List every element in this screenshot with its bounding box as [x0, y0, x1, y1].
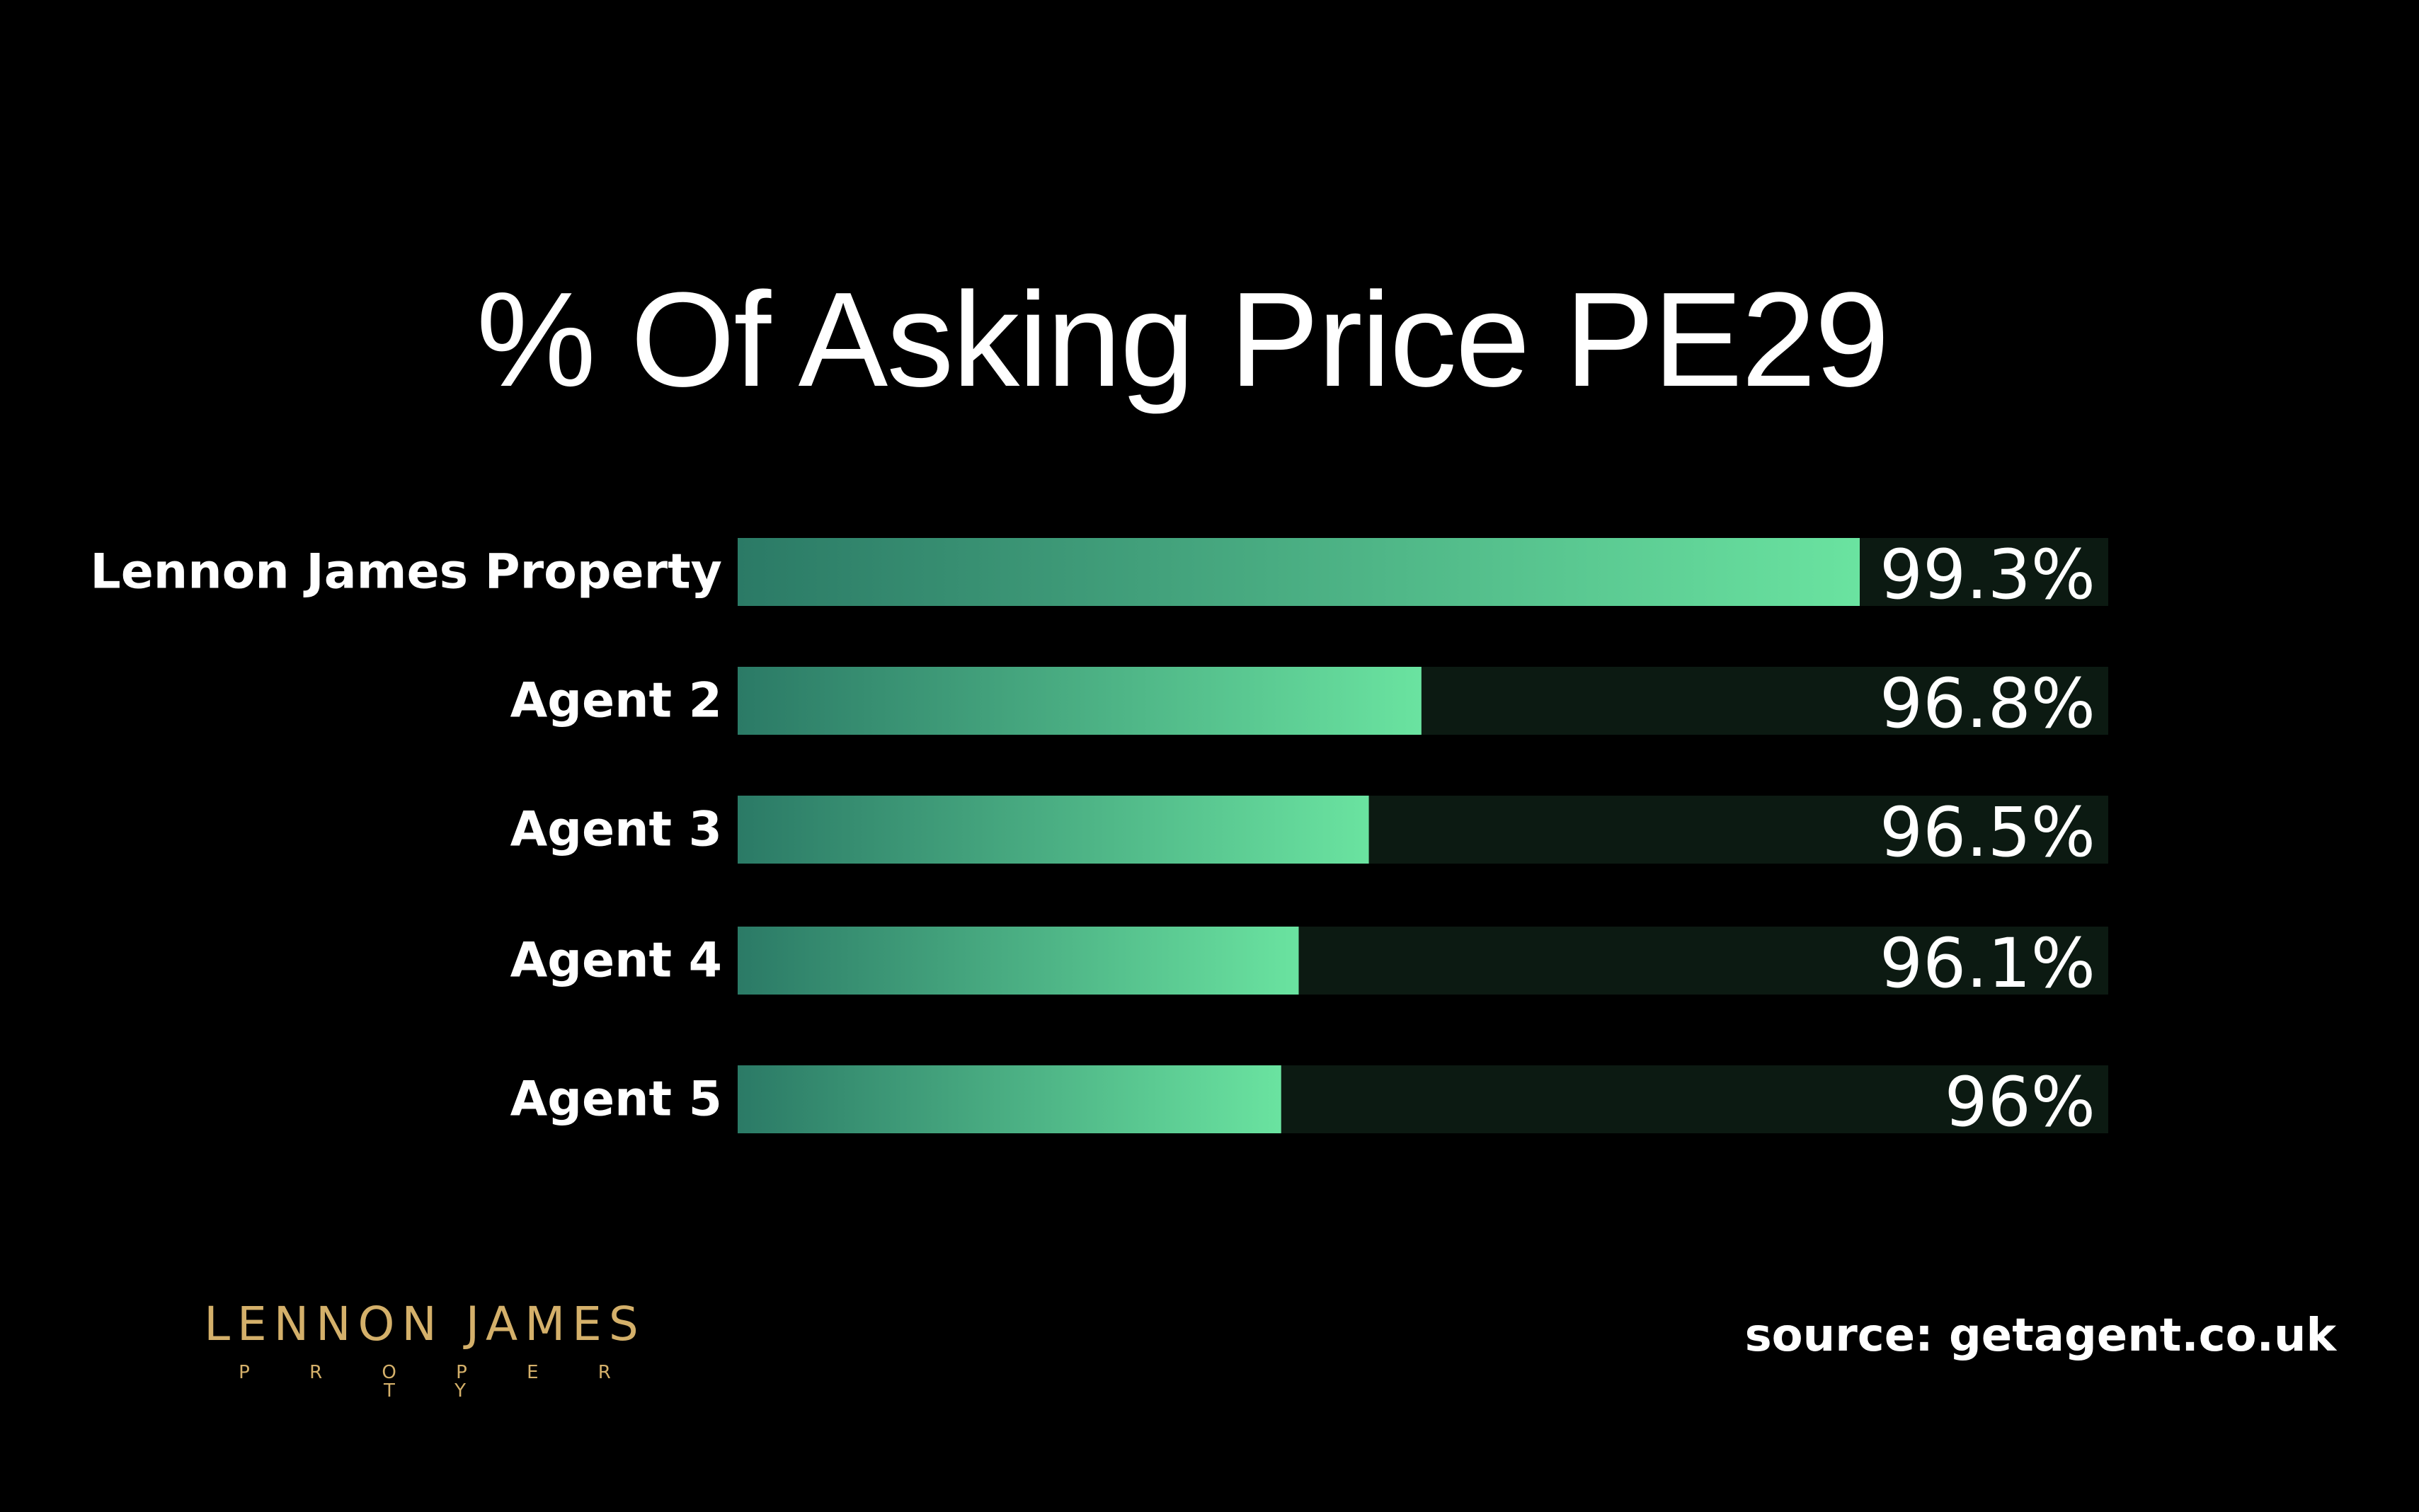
category-label-lennon-james-property: Lennon James Property: [90, 544, 722, 600]
value-label-agent-5: 96%: [1945, 1063, 2095, 1142]
logo-subtitle: P R O P E R T Y: [239, 1362, 638, 1402]
bar-agent-3: [738, 796, 1369, 864]
brand-logo: LENNON JAMES P R O P E R T Y: [177, 1297, 673, 1402]
value-label-agent-4: 96.1%: [1880, 924, 2095, 1003]
bar-agent-5: [738, 1065, 1281, 1133]
value-label-agent-3: 96.5%: [1880, 793, 2095, 872]
category-label-agent-3: Agent 3: [510, 802, 722, 858]
category-label-agent-4: Agent 4: [510, 933, 722, 989]
category-label-agent-2: Agent 2: [510, 673, 722, 729]
bar-lennon-james-property: [738, 538, 1860, 606]
chart-title: % Of Asking Price PE29: [476, 265, 1889, 415]
bar-agent-4: [738, 927, 1299, 995]
source-note: source: getagent.co.uk: [1744, 1310, 2336, 1362]
category-label-agent-5: Agent 5: [510, 1072, 722, 1128]
value-label-lennon-james-property: 99.3%: [1880, 535, 2095, 614]
bars-layer: Lennon James Property 99.3% Agent 2 96.8% Ag…: [90, 535, 2108, 1142]
bar-agent-2: [738, 667, 1422, 735]
logo-wordmark: LENNON JAMES: [204, 1297, 646, 1351]
value-label-agent-2: 96.8%: [1880, 664, 2095, 743]
